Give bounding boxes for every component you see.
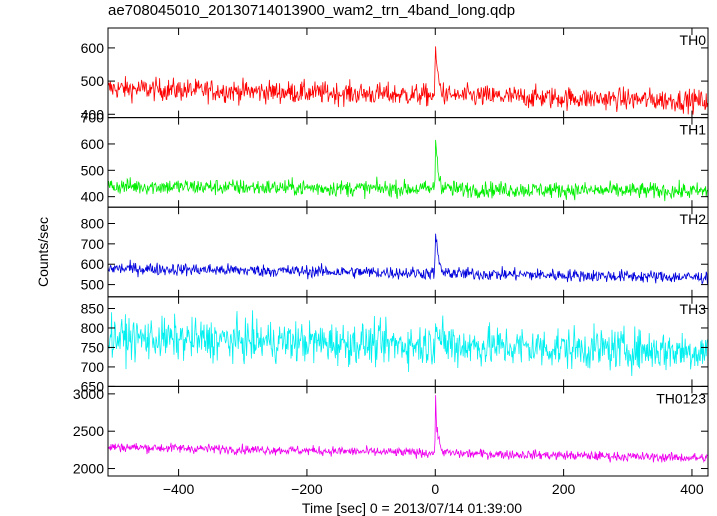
y-tick-label: 700: [81, 110, 105, 126]
y-tick-label: 750: [81, 339, 105, 355]
panel-label-th0: TH0: [680, 32, 707, 48]
x-axis-title: Time [sec] 0 = 2013/07/14 01:39:00: [302, 500, 522, 516]
y-tick-label: 700: [81, 359, 105, 375]
y-tick-label: 400: [81, 106, 105, 122]
y-tick-label: 2500: [73, 423, 104, 439]
y-tick-label: 500: [81, 162, 105, 178]
chart-title: ae708045010_20130714013900_wam2_trn_4ban…: [108, 2, 516, 19]
panel-label-th2: TH2: [680, 211, 707, 227]
y-tick-label: 600: [81, 40, 105, 56]
y-tick-label: 3000: [73, 386, 104, 402]
panel-frame-th2: [107, 206, 709, 298]
series-line-th3: [107, 310, 708, 377]
y-tick-label: 850: [81, 300, 105, 316]
y-tick-label: 400: [81, 189, 105, 205]
y-tick-label: 2000: [73, 461, 104, 477]
panel-label-th1: TH1: [680, 122, 707, 138]
series-line-th0123: [107, 395, 708, 464]
panel-label-th3: TH3: [680, 301, 707, 317]
y-tick-label: 500: [81, 277, 105, 293]
y-tick-label: 600: [81, 136, 105, 152]
panel-label-th0123: TH0123: [656, 390, 706, 406]
y-axis-title: Counts/sec: [35, 217, 51, 287]
x-tick-label: 200: [552, 481, 576, 497]
y-tick-label: 800: [81, 215, 105, 231]
y-tick-label: 650: [81, 378, 105, 394]
series-line-th0: [107, 46, 708, 115]
x-tick-label: 0: [431, 481, 439, 497]
series-line-th2: [107, 233, 708, 284]
y-tick-label: 600: [81, 256, 105, 272]
panel-frame-th0123: [107, 385, 709, 477]
x-tick-label: −400: [163, 481, 195, 497]
y-tick-label: 700: [81, 236, 105, 252]
x-tick-label: 400: [680, 481, 704, 497]
panel-frame-th0: [107, 27, 709, 119]
y-tick-label: 500: [81, 73, 105, 89]
y-tick-label: 800: [81, 320, 105, 336]
series-line-th1: [107, 139, 708, 202]
x-tick-label: −200: [291, 481, 323, 497]
